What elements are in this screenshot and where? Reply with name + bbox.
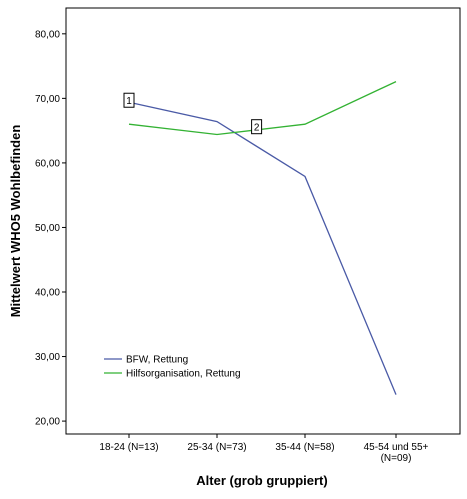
x-axis-label: Alter (grob gruppiert) (196, 473, 327, 488)
series-marker-1: 1 (123, 92, 135, 108)
y-tick-label: 40,00 (35, 288, 60, 299)
series-line-1 (128, 101, 397, 395)
x-tick-label: 18-24 (N=13) (99, 442, 158, 453)
x-tick-label: 25-34 (N=73) (187, 442, 246, 453)
series-markers: 12 (123, 92, 263, 135)
x-tick-label-line: 18-24 (N=13) (99, 442, 158, 453)
x-tick-label-line: (N=09) (381, 453, 412, 464)
y-tick-label: 50,00 (35, 223, 60, 234)
legend-label: Hilfsorganisation, Rettung (126, 369, 241, 380)
marker-box (251, 119, 263, 135)
plot-frame (65, 7, 461, 435)
y-tick-label: 60,00 (35, 158, 60, 169)
y-tick-label: 80,00 (35, 29, 60, 40)
legend: BFW, Rettung Hilfsorganisation, Rettung (104, 355, 241, 380)
x-tick-label-line: 35-44 (N=58) (275, 442, 334, 453)
marker-label: 1 (126, 96, 132, 107)
x-tick-label-line: 25-34 (N=73) (187, 442, 246, 453)
y-axis: 20,00 30,00 40,00 50,00 60,00 70,00 80,00 (35, 29, 66, 428)
y-tick-label: 70,00 (35, 94, 60, 105)
y-tick-label: 20,00 (35, 417, 60, 428)
x-tick-label-line: 45-54 und 55+ (364, 442, 429, 453)
y-tick-label: 30,00 (35, 352, 60, 363)
y-axis-label: Mittelwert WHO5 Wohlbefinden (8, 125, 23, 318)
marker-label: 2 (254, 123, 260, 134)
legend-label: BFW, Rettung (126, 355, 188, 366)
x-axis: 18-24 (N=13) 25-34 (N=73) 35-44 (N=58) 45-5… (99, 434, 429, 464)
x-tick-label: 35-44 (N=58) (275, 442, 334, 453)
x-tick-label: 45-54 und 55+ (N=09) (364, 442, 429, 464)
marker-box (123, 92, 135, 108)
series-marker-2: 2 (251, 119, 263, 135)
